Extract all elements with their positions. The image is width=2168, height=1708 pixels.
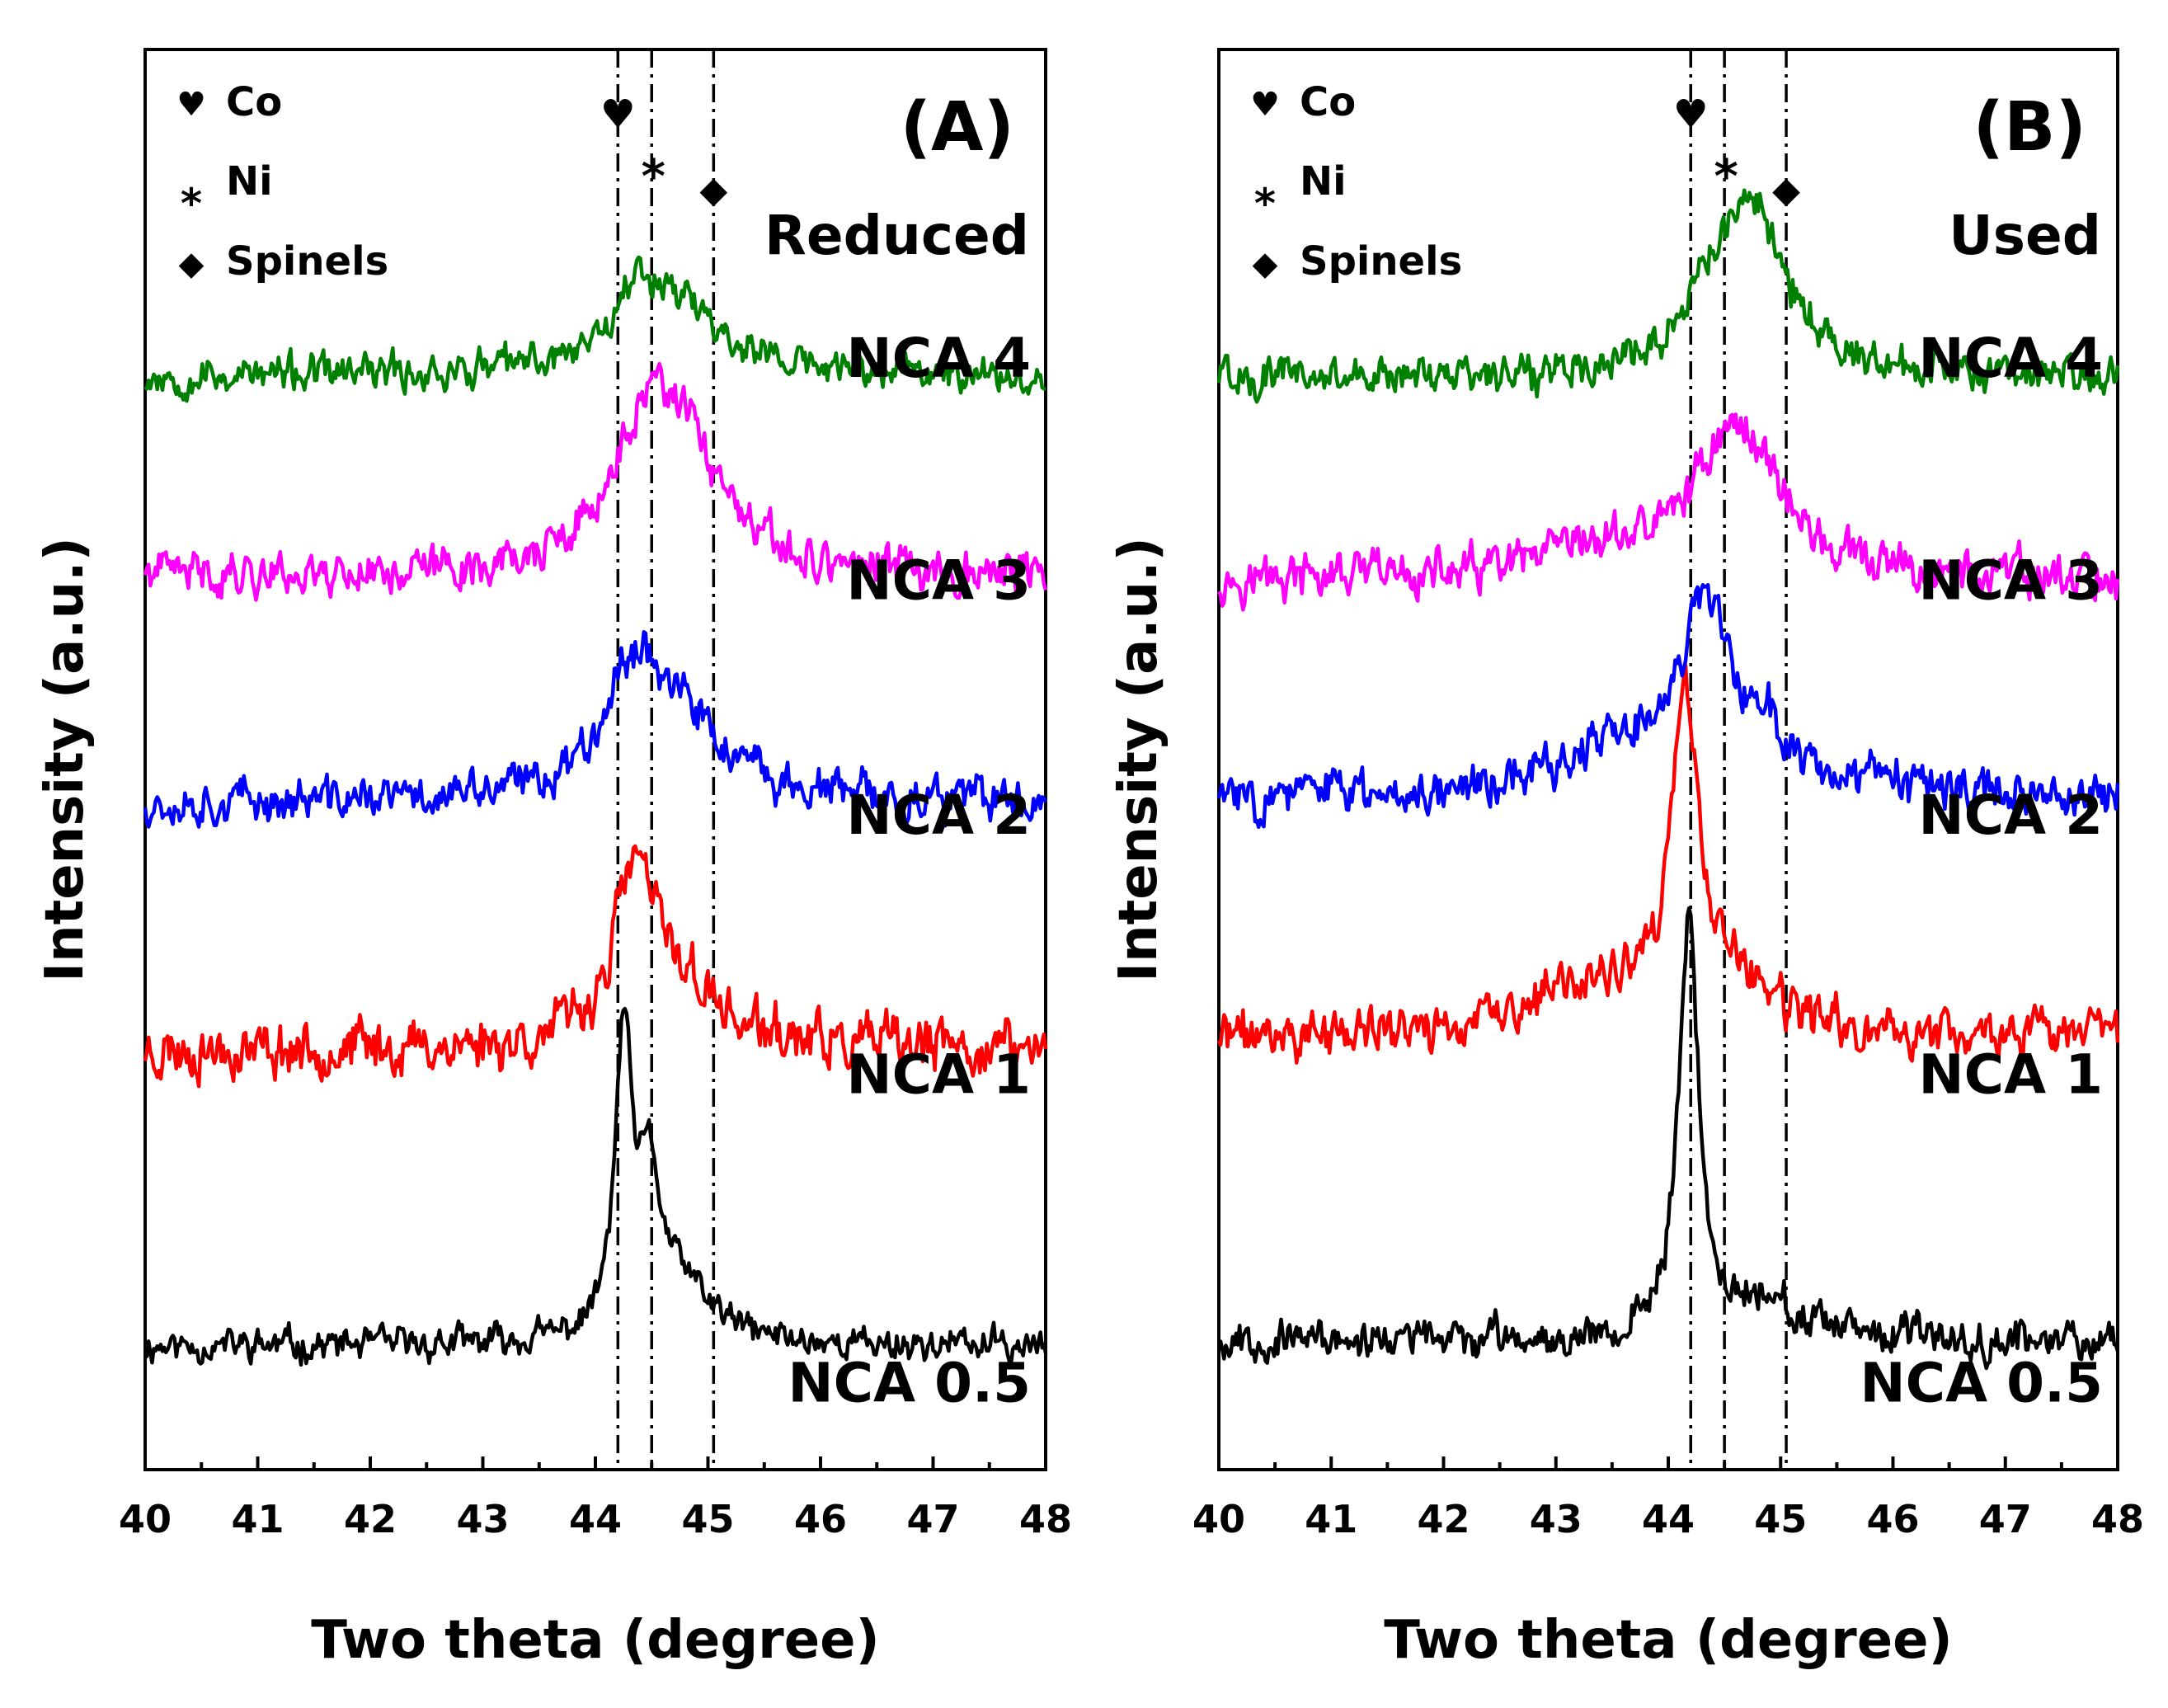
panel-label: (A) [901,88,1014,167]
legend-diamond-icon: ◆ [1253,245,1278,283]
ni-marker-icon: * [1714,150,1738,204]
legend-heart-icon: ♥ [176,86,206,124]
series-label-nca-2: NCA 2 [1918,783,2103,847]
series-label-nca-3: NCA 3 [846,548,1031,612]
x-tick-label: 45 [1754,1497,1807,1541]
series-label-nca-0-5: NCA 0.5 [788,1352,1031,1415]
x-tick-label: 43 [1530,1497,1582,1541]
co-marker-icon: ♥ [600,92,636,138]
legend-label-ni: Ni [226,158,273,205]
panel-label: (B) [1973,88,2086,167]
sample-state-label: Reduced [764,204,1029,267]
series-label-nca-1: NCA 1 [846,1042,1031,1106]
series-label-nca-4: NCA 4 [846,327,1031,390]
series-line-nca-0-5 [1216,906,2120,1371]
spinel-marker-icon: ◆ [699,169,727,211]
series-line-nca-3 [1217,412,2120,612]
legend-label-co: Co [226,79,282,125]
y-axis-title: Intensity (a.u.) [1108,537,1169,981]
x-tick-label: 44 [1642,1497,1695,1541]
series-line-nca-1 [143,844,1048,1089]
legend-label-ni: Ni [1300,158,1347,205]
legend-label-spinels: Spinels [226,238,388,285]
series-label-nca-0-5: NCA 0.5 [1860,1352,2103,1415]
x-tick-label: 41 [1305,1497,1357,1541]
x-tick-label: 47 [906,1497,959,1541]
series-line-nca-3 [143,361,1048,602]
x-tick-label: 45 [681,1497,734,1541]
sample-state-label: Used [1949,204,2101,267]
series-label-nca-4: NCA 4 [1918,327,2103,390]
x-tick-label: 42 [1417,1497,1470,1541]
legend-label-co: Co [1300,79,1356,125]
x-tick-label: 46 [1866,1497,1919,1541]
x-tick-label: 43 [456,1497,509,1541]
x-tick-label: 40 [119,1497,172,1541]
series-line-nca-0-5 [143,1006,1048,1367]
x-tick-label: 48 [1019,1497,1072,1541]
series-label-nca-2: NCA 2 [846,783,1031,847]
spinel-marker-icon: ◆ [1772,169,1800,211]
x-tick-label: 42 [344,1497,397,1541]
legend-asterisk-icon: * [1254,180,1276,228]
series-line-nca-4 [143,255,1046,403]
chart-panel-b: 40 41 42 43 44 45 46 47 48 Two theta (degree) Inte… [1108,48,2144,1671]
series-line-nca-2 [1216,583,2120,830]
legend-asterisk-icon: * [181,180,202,228]
series-label-nca-1: NCA 1 [1918,1042,2103,1106]
chart-panel-a: 40 41 42 43 44 45 46 47 48 Two theta (degree) Inte… [35,48,1072,1671]
legend-label-spinels: Spinels [1300,238,1462,285]
series-label-nca-3: NCA 3 [1918,548,2103,612]
ni-marker-icon: * [642,150,665,204]
y-axis-title: Intensity (a.u.) [35,537,96,981]
x-tick-label: 47 [1979,1497,2032,1541]
series-line-nca-1 [1216,663,2120,1066]
x-axis-title: Two theta (degree) [1384,1610,1953,1671]
series-line-nca-2 [143,630,1048,829]
x-tick-label: 41 [231,1497,284,1541]
legend-heart-icon: ♥ [1250,86,1280,124]
x-tick-label: 44 [569,1497,622,1541]
series-line-nca-4 [1216,188,2120,404]
x-tick-label: 40 [1192,1497,1245,1541]
x-tick-label: 48 [2091,1497,2144,1541]
x-tick-label: 46 [794,1497,847,1541]
x-axis-title: Two theta (degree) [311,1610,880,1671]
legend-diamond-icon: ◆ [179,245,205,283]
co-marker-icon: ♥ [1673,92,1709,138]
